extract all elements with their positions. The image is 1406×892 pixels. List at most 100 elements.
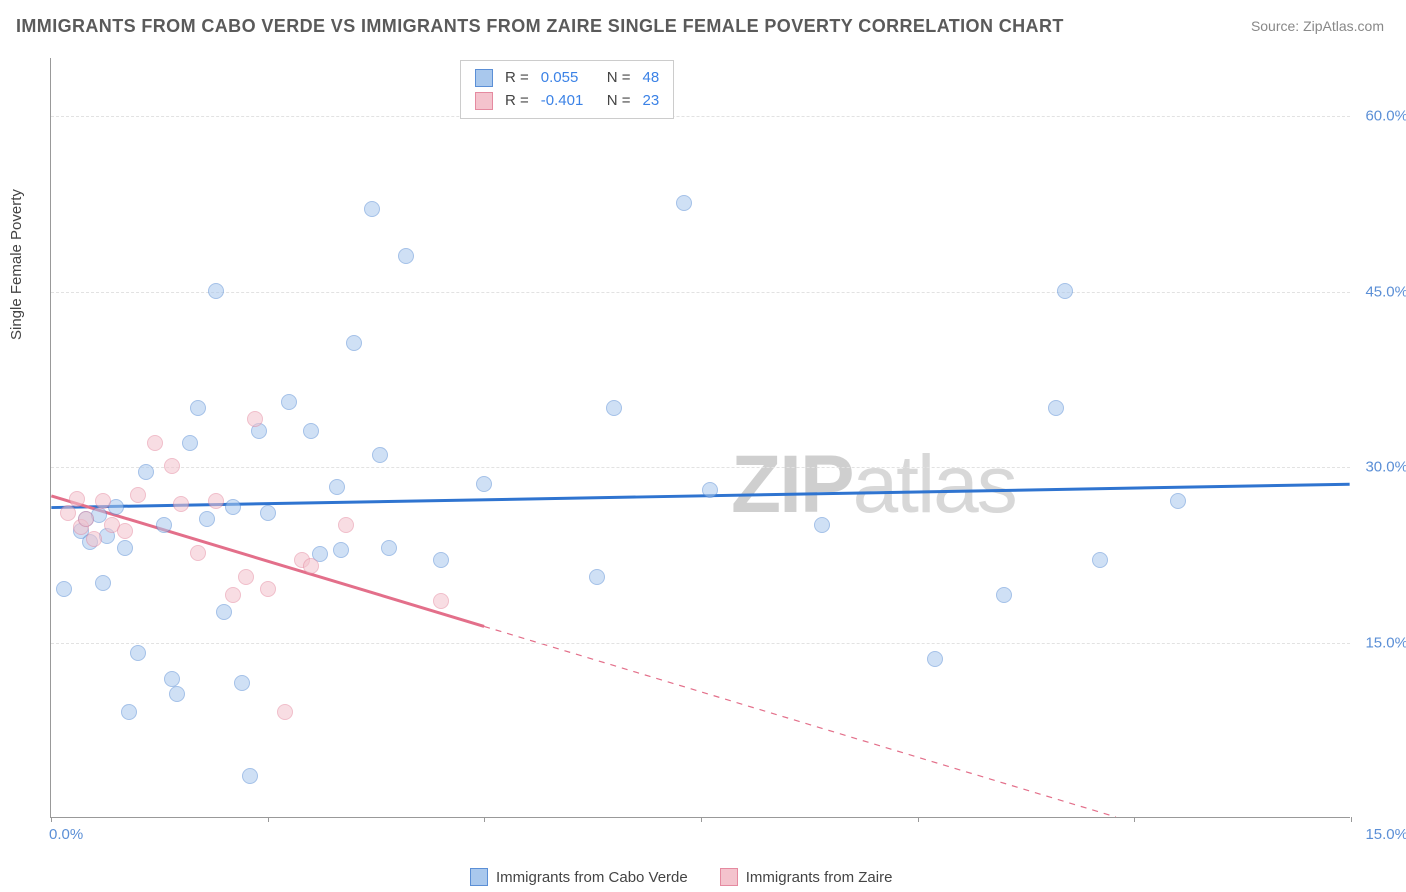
series-legend: Immigrants from Cabo Verde Immigrants fro… bbox=[470, 868, 892, 886]
scatter-point-cabo_verde bbox=[364, 201, 380, 217]
scatter-point-cabo_verde bbox=[606, 400, 622, 416]
scatter-point-cabo_verde bbox=[216, 604, 232, 620]
scatter-point-cabo_verde bbox=[333, 542, 349, 558]
scatter-point-cabo_verde bbox=[381, 540, 397, 556]
scatter-point-cabo_verde bbox=[260, 505, 276, 521]
scatter-point-cabo_verde bbox=[225, 499, 241, 515]
stat-row-cabo_verde: R =0.055N =48 bbox=[475, 67, 659, 90]
scatter-point-zaire bbox=[238, 569, 254, 585]
scatter-point-zaire bbox=[117, 523, 133, 539]
y-axis-label: Single Female Poverty bbox=[8, 189, 25, 340]
scatter-point-cabo_verde bbox=[190, 400, 206, 416]
y-tick-label: 15.0% bbox=[1365, 634, 1406, 651]
y-tick-label: 45.0% bbox=[1365, 283, 1406, 300]
x-tick-label: 0.0% bbox=[49, 826, 83, 843]
scatter-point-cabo_verde bbox=[242, 768, 258, 784]
x-tick bbox=[484, 817, 485, 822]
scatter-point-zaire bbox=[190, 545, 206, 561]
scatter-point-cabo_verde bbox=[433, 552, 449, 568]
scatter-point-cabo_verde bbox=[208, 283, 224, 299]
stat-row-zaire: R = -0.401 N = 23 bbox=[475, 90, 659, 113]
scatter-point-cabo_verde bbox=[117, 540, 133, 556]
scatter-point-zaire bbox=[147, 435, 163, 451]
scatter-point-cabo_verde bbox=[169, 686, 185, 702]
regression-line-cabo_verde bbox=[51, 484, 1349, 507]
scatter-point-cabo_verde bbox=[702, 482, 718, 498]
scatter-point-zaire bbox=[78, 511, 94, 527]
scatter-point-cabo_verde bbox=[130, 645, 146, 661]
scatter-point-cabo_verde bbox=[1048, 400, 1064, 416]
watermark-bold: ZIP bbox=[731, 439, 853, 530]
gridline bbox=[51, 643, 1350, 644]
legend-item-cabo_verde: Immigrants from Cabo Verde bbox=[470, 868, 688, 886]
scatter-point-cabo_verde bbox=[164, 671, 180, 687]
stat-n-label: N = bbox=[607, 90, 631, 113]
stat-r-value: -0.401 bbox=[541, 90, 595, 113]
scatter-point-cabo_verde bbox=[996, 587, 1012, 603]
chart-container: IMMIGRANTS FROM CABO VERDE VS IMMIGRANTS… bbox=[0, 0, 1406, 892]
x-tick bbox=[51, 817, 52, 822]
gridline bbox=[51, 116, 1350, 117]
legend-label: Immigrants from Zaire bbox=[746, 869, 893, 886]
scatter-point-zaire bbox=[225, 587, 241, 603]
stat-n-label: N = bbox=[607, 67, 631, 90]
scatter-point-zaire bbox=[247, 411, 263, 427]
correlation-stats-legend: R =0.055N =48R =-0.401N =23 bbox=[460, 60, 674, 119]
stat-r-label: R = bbox=[505, 67, 529, 90]
regression-line-dash-zaire bbox=[484, 626, 1116, 817]
watermark-light: atlas bbox=[853, 439, 1016, 530]
scatter-point-cabo_verde bbox=[346, 335, 362, 351]
scatter-point-cabo_verde bbox=[372, 447, 388, 463]
gridline bbox=[51, 292, 1350, 293]
legend-swatch bbox=[475, 69, 493, 87]
scatter-point-cabo_verde bbox=[234, 675, 250, 691]
scatter-point-cabo_verde bbox=[676, 195, 692, 211]
scatter-point-cabo_verde bbox=[182, 435, 198, 451]
scatter-point-zaire bbox=[95, 493, 111, 509]
scatter-point-zaire bbox=[173, 496, 189, 512]
x-tick bbox=[1134, 817, 1135, 822]
scatter-point-zaire bbox=[260, 581, 276, 597]
scatter-point-cabo_verde bbox=[303, 423, 319, 439]
regression-lines-layer bbox=[51, 58, 1350, 817]
stat-r-value: 0.055 bbox=[541, 67, 595, 90]
scatter-point-cabo_verde bbox=[281, 394, 297, 410]
scatter-point-cabo_verde bbox=[56, 581, 72, 597]
scatter-point-cabo_verde bbox=[156, 517, 172, 533]
scatter-point-cabo_verde bbox=[476, 476, 492, 492]
legend-label: Immigrants from Cabo Verde bbox=[496, 869, 688, 886]
scatter-point-zaire bbox=[60, 505, 76, 521]
scatter-point-zaire bbox=[164, 458, 180, 474]
scatter-point-cabo_verde bbox=[589, 569, 605, 585]
scatter-point-zaire bbox=[208, 493, 224, 509]
scatter-point-cabo_verde bbox=[1092, 552, 1108, 568]
scatter-point-zaire bbox=[303, 558, 319, 574]
x-tick bbox=[701, 817, 702, 822]
scatter-point-zaire bbox=[86, 531, 102, 547]
scatter-point-zaire bbox=[277, 704, 293, 720]
x-tick bbox=[918, 817, 919, 822]
stat-n-value: 23 bbox=[643, 90, 660, 113]
scatter-point-zaire bbox=[69, 491, 85, 507]
x-tick bbox=[268, 817, 269, 822]
scatter-point-cabo_verde bbox=[927, 651, 943, 667]
gridline bbox=[51, 467, 1350, 468]
x-tick-label: 15.0% bbox=[1365, 826, 1406, 843]
y-tick-label: 60.0% bbox=[1365, 108, 1406, 125]
scatter-point-cabo_verde bbox=[199, 511, 215, 527]
chart-title: IMMIGRANTS FROM CABO VERDE VS IMMIGRANTS… bbox=[16, 16, 1064, 37]
scatter-point-cabo_verde bbox=[329, 479, 345, 495]
scatter-point-zaire bbox=[433, 593, 449, 609]
scatter-point-cabo_verde bbox=[95, 575, 111, 591]
stat-r-label: R = bbox=[505, 90, 529, 113]
legend-swatch bbox=[475, 92, 493, 110]
plot-area: ZIPatlas 15.0%30.0%45.0%60.0%0.0%15.0% bbox=[50, 58, 1350, 818]
source-attribution: Source: ZipAtlas.com bbox=[1251, 18, 1384, 34]
scatter-point-cabo_verde bbox=[138, 464, 154, 480]
legend-swatch bbox=[720, 868, 738, 886]
y-tick-label: 30.0% bbox=[1365, 459, 1406, 476]
scatter-point-zaire bbox=[338, 517, 354, 533]
watermark: ZIPatlas bbox=[731, 438, 1016, 532]
scatter-point-zaire bbox=[130, 487, 146, 503]
legend-swatch bbox=[470, 868, 488, 886]
